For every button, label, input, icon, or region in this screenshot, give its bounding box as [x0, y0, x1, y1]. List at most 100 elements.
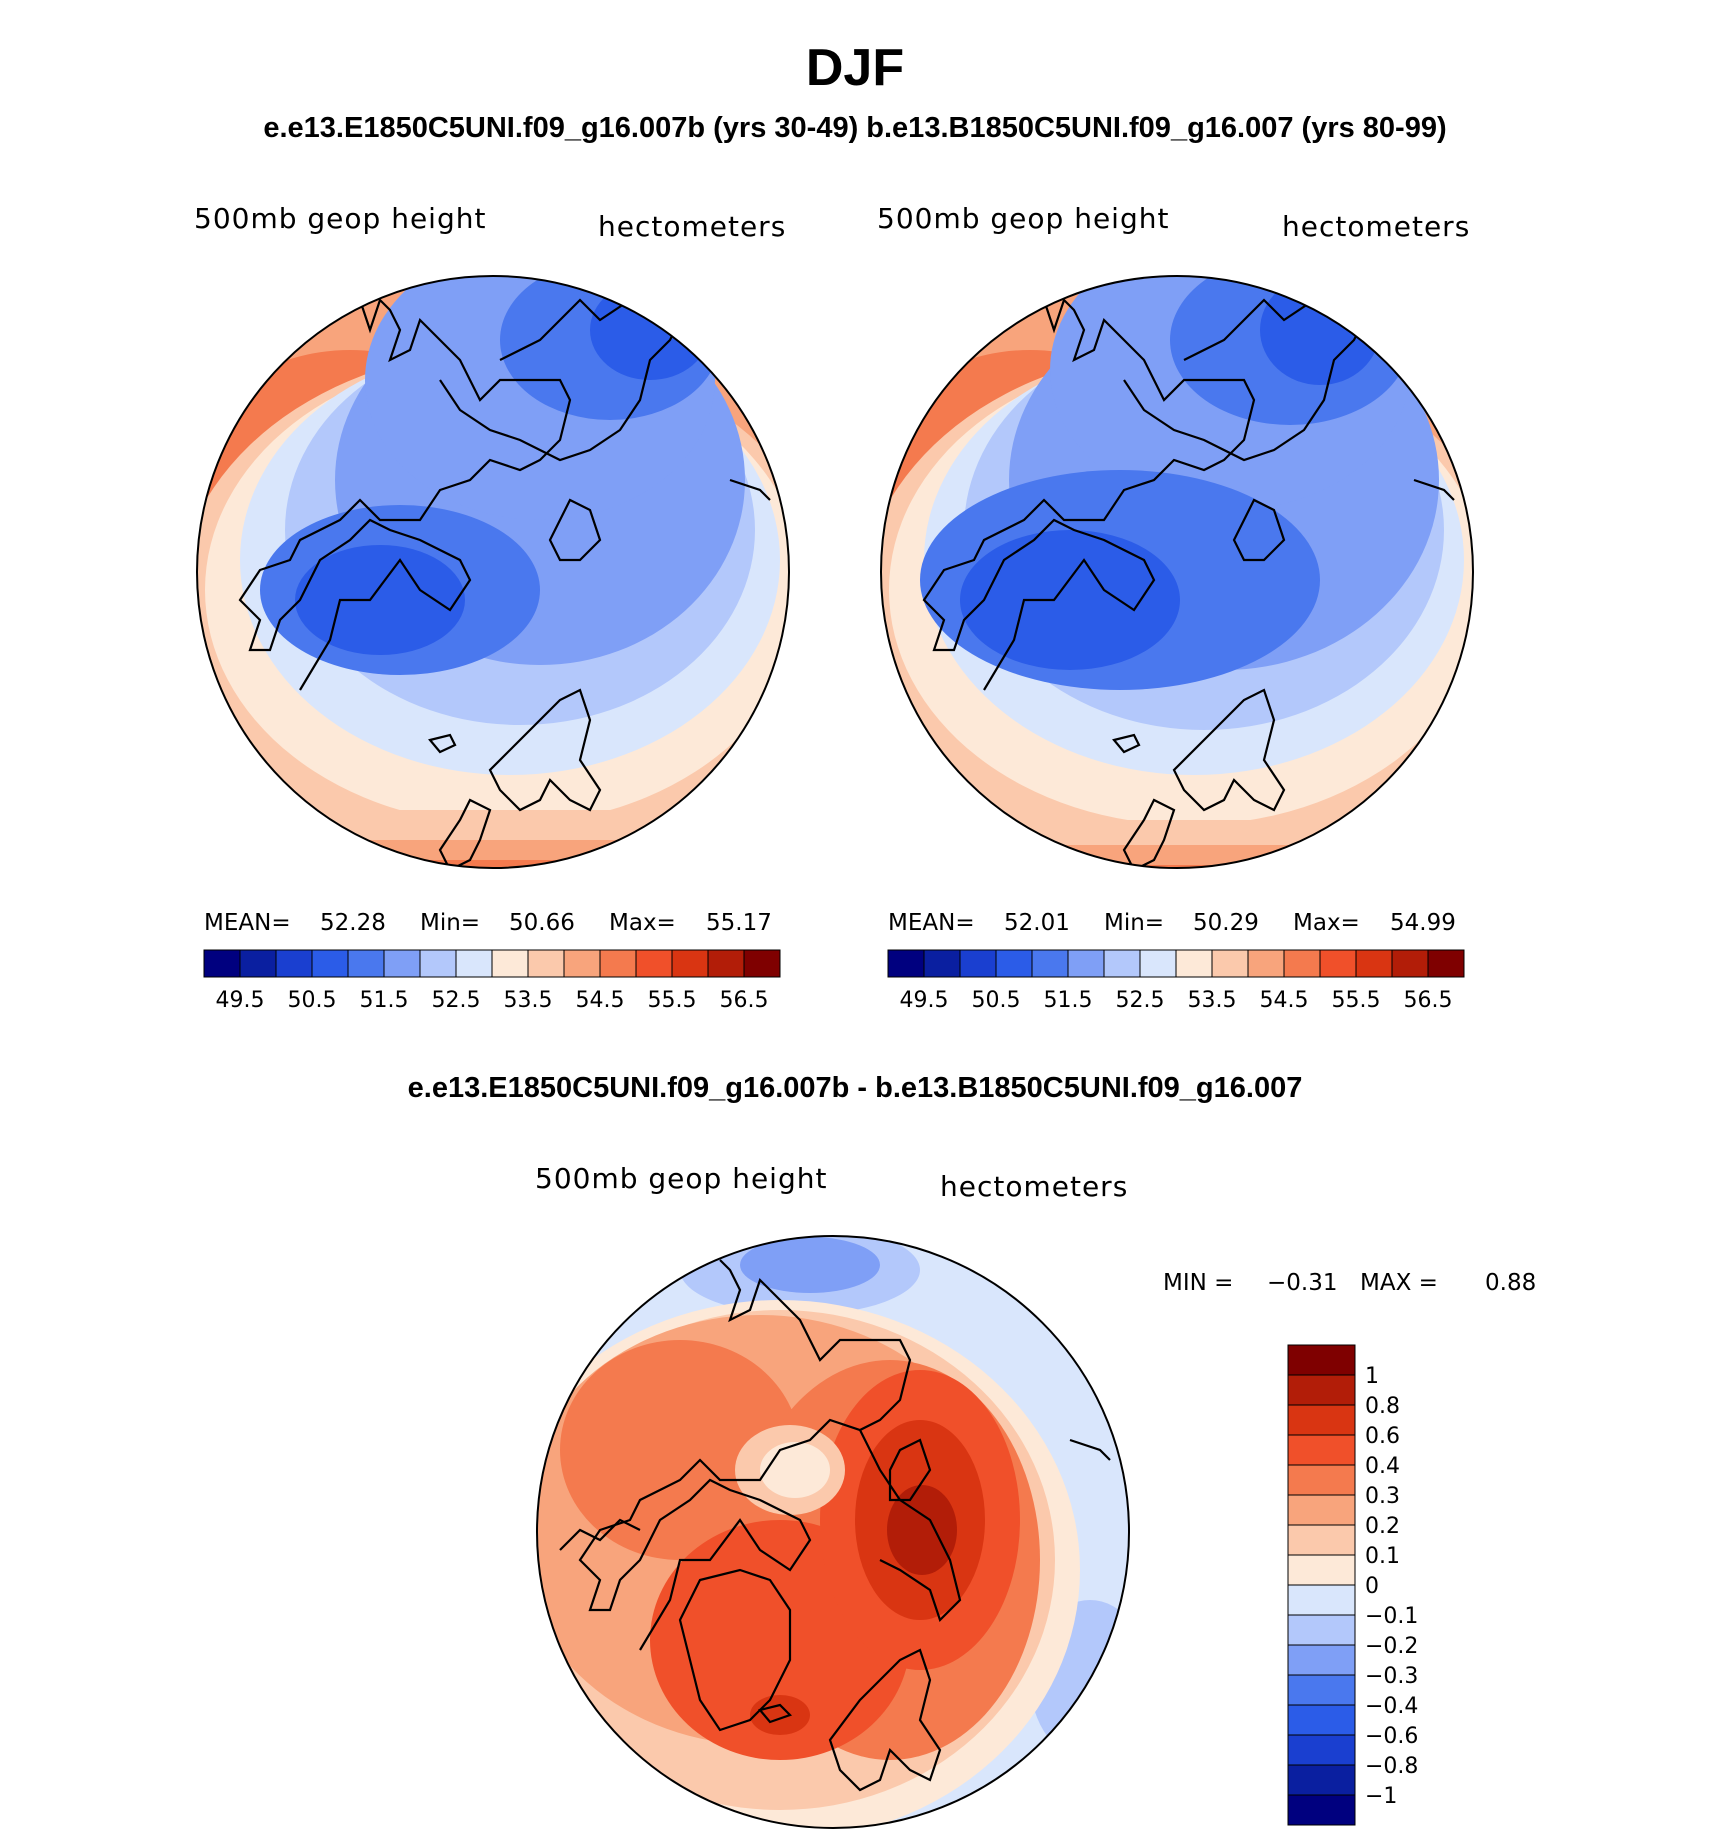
panel2-map-border — [880, 275, 1474, 869]
coastline — [678, 1568, 792, 1732]
colorbar-tick-label: 0.6 — [1365, 1424, 1400, 1449]
colorbar-tick-label: 56.5 — [720, 988, 769, 1013]
colorbar-box — [1287, 1704, 1356, 1736]
colorbar-box — [1287, 1584, 1356, 1616]
band-fill — [960, 530, 1180, 670]
colorbar-tick-label: −0.2 — [1365, 1634, 1418, 1659]
colorbar-box — [491, 949, 529, 978]
coastline — [1112, 733, 1141, 754]
page-title: DJF — [805, 39, 905, 97]
colorbar-tick-label: −0.1 — [1365, 1604, 1418, 1629]
band-fill — [295, 545, 465, 655]
colorbar-box — [455, 949, 493, 978]
band-fill — [760, 1442, 830, 1498]
colorbar-box — [1247, 949, 1285, 978]
band-fill — [881, 865, 1473, 868]
coastline — [428, 733, 457, 754]
coastline — [1123, 298, 1366, 462]
colorbar-tick-label: 0 — [1365, 1574, 1379, 1599]
colorbar-tick-label: 54.5 — [1260, 988, 1309, 1013]
colorbar-box — [563, 949, 601, 978]
colorbar-box — [419, 949, 457, 978]
coastline — [559, 1518, 641, 1551]
panel2-units-label: hectometers — [1282, 210, 1471, 243]
colorbar-box — [1355, 949, 1393, 978]
panel2-min-value: 50.29 — [1193, 910, 1259, 936]
colorbar-tick-label: −0.8 — [1365, 1754, 1418, 1779]
colorbar-tick-label: −1 — [1365, 1784, 1397, 1809]
panel1-min-value: 50.66 — [509, 910, 575, 936]
panel2-mean-label: MEAN= — [888, 910, 975, 936]
colorbar-box — [1287, 1644, 1356, 1676]
colorbar-tick-label: 51.5 — [1044, 988, 1093, 1013]
colorbar-tick-label: 1 — [1365, 1364, 1379, 1389]
panel3-variable-label: 500mb geop height — [535, 1162, 828, 1195]
coastline — [488, 688, 602, 812]
colorbar-tick-label: 49.5 — [216, 988, 265, 1013]
coastline — [888, 1438, 932, 1502]
colorbar-box — [1067, 949, 1105, 978]
colorbar-box — [671, 949, 709, 978]
panel1-map-border — [196, 275, 790, 869]
colorbar-tick-label: 52.5 — [432, 988, 481, 1013]
colorbar-box — [275, 949, 313, 978]
coastline — [548, 498, 602, 562]
panel2-max-value: 54.99 — [1390, 910, 1456, 936]
coastline — [729, 478, 771, 501]
colorbar-box — [1287, 1794, 1356, 1826]
colorbar-box — [311, 949, 349, 978]
colorbar-box — [1287, 1674, 1356, 1706]
coastline — [1413, 478, 1455, 501]
band-fill — [590, 280, 710, 380]
colorbar-box — [1287, 1554, 1356, 1586]
subtitle: e.e13.E1850C5UNI.f09_g16.007b (yrs 30-49… — [263, 112, 1447, 144]
band-fill — [740, 1237, 880, 1293]
panel2-variable-label: 500mb geop height — [877, 202, 1170, 235]
colorbar-box — [599, 949, 637, 978]
panel1-max-label: Max= — [609, 910, 676, 936]
colorbar-tick-label: 52.5 — [1116, 988, 1165, 1013]
colorbar-box — [203, 949, 241, 978]
colorbar-box — [1287, 1434, 1356, 1466]
colorbar-tick-label: −0.6 — [1365, 1724, 1418, 1749]
colorbar-box — [1287, 1614, 1356, 1646]
panel1-mean-label: MEAN= — [204, 910, 291, 936]
coastline — [1069, 1438, 1111, 1461]
panel3-map — [537, 1236, 1129, 1828]
coastline — [828, 1648, 942, 1792]
difference-title: e.e13.E1850C5UNI.f09_g16.007b - b.e13.B1… — [407, 1072, 1303, 1104]
panel3-max-value: 0.88 — [1485, 1270, 1537, 1296]
colorbar-box — [527, 949, 565, 978]
colorbar-box — [707, 949, 745, 978]
panel1-map — [197, 276, 789, 868]
colorbar-box — [923, 949, 961, 978]
band-fill — [887, 1485, 957, 1575]
panel3-colorbar: 1 0.8 0.6 0.4 0.3 0.2 0.1 0 −0.1 −0.2 −0.3 −0.4 −0.6… — [1287, 1344, 1418, 1826]
panel1-min-label: Min= — [420, 910, 481, 936]
band-fill — [1260, 276, 1380, 385]
colorbar-tick-label: 51.5 — [360, 988, 409, 1013]
colorbar-box — [1139, 949, 1177, 978]
panel3-max-label: MAX = — [1360, 1270, 1438, 1296]
panel2-map — [881, 276, 1473, 868]
panel1-variable-label: 500mb geop height — [194, 202, 487, 235]
panel2-mean-value: 52.01 — [1004, 910, 1070, 936]
colorbar-tick-label: 49.5 — [900, 988, 949, 1013]
colorbar-box — [1427, 949, 1465, 978]
colorbar-tick-label: 50.5 — [972, 988, 1021, 1013]
colorbar-box — [1319, 949, 1357, 978]
coastline — [438, 798, 492, 868]
panel1-colorbar: 49.5 50.5 51.5 52.5 53.5 54.5 55.5 56.5 — [203, 949, 781, 1013]
colorbar-tick-label: 55.5 — [1332, 988, 1381, 1013]
coastline — [578, 1259, 912, 1651]
colorbar-tick-label: −0.3 — [1365, 1664, 1418, 1689]
colorbar-tick-label: 50.5 — [288, 988, 337, 1013]
coastline — [1172, 688, 1286, 812]
colorbar-box — [1283, 949, 1321, 978]
coastline — [758, 1703, 793, 1724]
colorbar-box — [1287, 1734, 1356, 1766]
panel3-map-border — [536, 1235, 1130, 1829]
colorbar-box — [1287, 1464, 1356, 1496]
colorbar-box — [1391, 949, 1429, 978]
